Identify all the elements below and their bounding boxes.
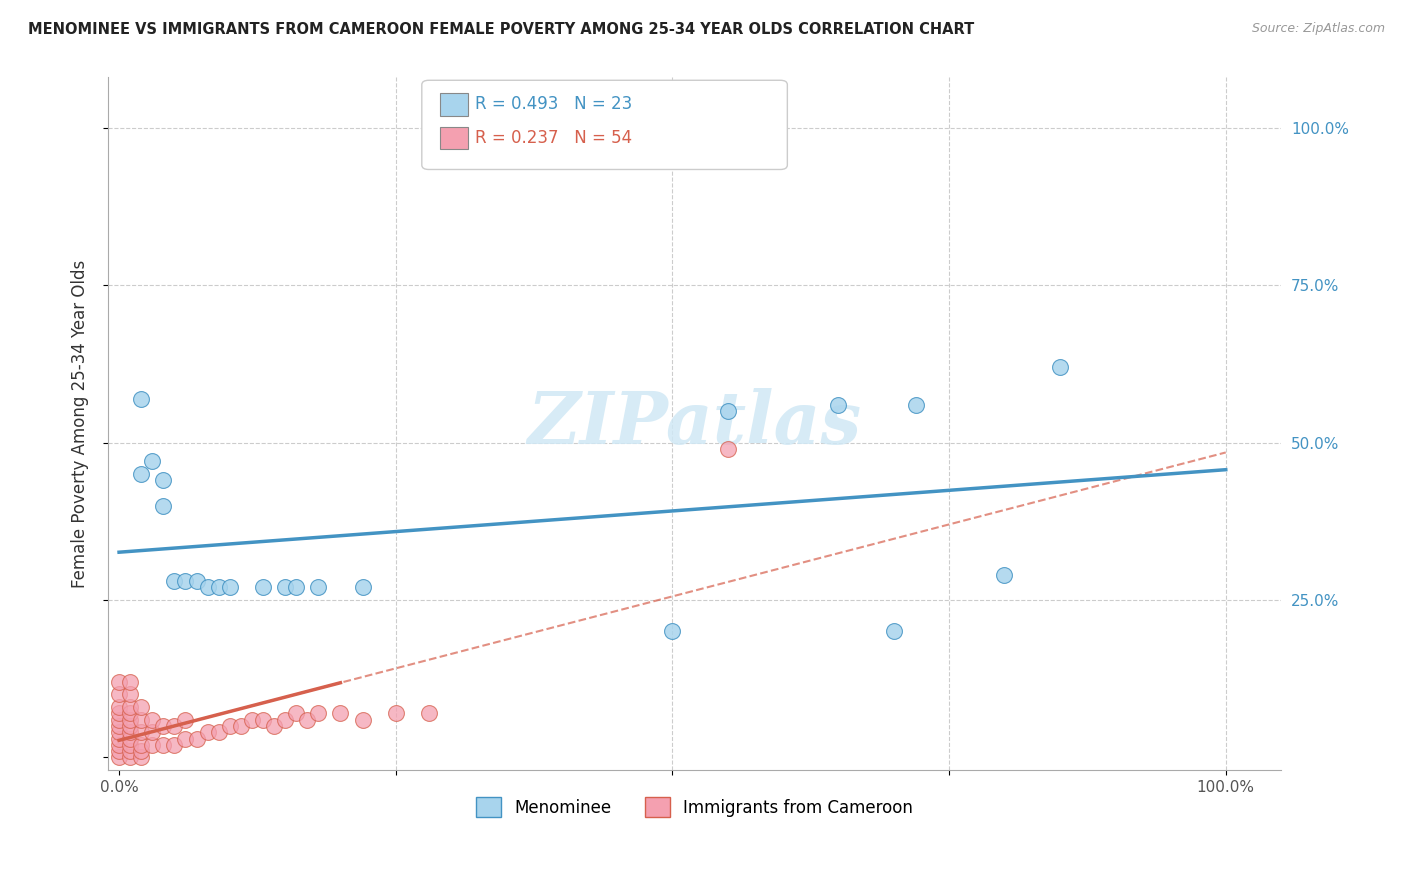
Point (108, 700, 131, 714)
Point (240, 713, 263, 727)
Text: ZIPatlas: ZIPatlas (527, 388, 862, 459)
Point (904, 398, 927, 412)
Point (174, 713, 197, 727)
Point (129, 467, 152, 481)
Point (108, 688, 131, 702)
Point (129, 738, 152, 752)
Point (218, 581, 240, 595)
Point (152, 474, 174, 488)
Point (108, 744, 131, 758)
Point (129, 713, 152, 727)
Point (163, 719, 186, 733)
Point (120, 688, 142, 702)
Text: R = 0.493   N = 23: R = 0.493 N = 23 (475, 95, 633, 113)
Point (229, 719, 252, 733)
Point (163, 574, 186, 588)
Point (152, 738, 174, 752)
Point (1049, 359, 1071, 374)
Point (108, 719, 131, 733)
Point (418, 706, 440, 721)
Point (141, 454, 163, 468)
Point (141, 738, 163, 752)
Point (120, 713, 142, 727)
Point (285, 706, 308, 721)
Point (717, 404, 740, 418)
Point (252, 581, 274, 595)
Point (120, 700, 142, 714)
Point (174, 731, 197, 746)
Y-axis label: Female Poverty Among 25-34 Year Olds: Female Poverty Among 25-34 Year Olds (72, 260, 89, 588)
Point (883, 624, 905, 639)
Text: MENOMINEE VS IMMIGRANTS FROM CAMEROON FEMALE POVERTY AMONG 25-34 YEAR OLDS CORRE: MENOMINEE VS IMMIGRANTS FROM CAMEROON FE… (28, 22, 974, 37)
Point (186, 731, 208, 746)
Text: Source: ZipAtlas.com: Source: ZipAtlas.com (1251, 22, 1385, 36)
Point (307, 706, 329, 721)
Point (129, 744, 152, 758)
Point (120, 719, 142, 733)
Point (163, 738, 186, 752)
Point (717, 442, 740, 456)
Point (108, 674, 131, 689)
Point (218, 719, 240, 733)
Point (129, 750, 152, 764)
Point (108, 713, 131, 727)
Point (120, 738, 142, 752)
Point (174, 574, 197, 588)
Point (208, 581, 231, 595)
Point (352, 581, 374, 595)
Point (120, 731, 142, 746)
Point (108, 725, 131, 739)
Point (993, 567, 1015, 582)
Point (274, 713, 297, 727)
Point (197, 581, 219, 595)
Point (129, 725, 152, 739)
Point (108, 750, 131, 764)
Point (129, 392, 152, 406)
Point (285, 581, 308, 595)
Point (307, 581, 329, 595)
Point (186, 574, 208, 588)
Point (152, 499, 174, 513)
Point (274, 581, 297, 595)
Point (108, 738, 131, 752)
Point (120, 706, 142, 721)
Point (108, 706, 131, 721)
Point (120, 744, 142, 758)
Point (197, 725, 219, 739)
Point (295, 713, 318, 727)
Point (208, 725, 231, 739)
Point (108, 731, 131, 746)
Point (120, 674, 142, 689)
Point (263, 719, 285, 733)
Point (141, 713, 163, 727)
Point (329, 706, 352, 721)
Point (141, 725, 163, 739)
Point (120, 750, 142, 764)
Point (352, 713, 374, 727)
Text: R = 0.237   N = 54: R = 0.237 N = 54 (475, 129, 633, 147)
Point (252, 713, 274, 727)
Point (827, 398, 849, 412)
Point (129, 700, 152, 714)
Point (152, 719, 174, 733)
Point (661, 624, 683, 639)
Point (120, 725, 142, 739)
Legend: Menominee, Immigrants from Cameroon: Menominee, Immigrants from Cameroon (470, 790, 920, 824)
Point (384, 706, 406, 721)
